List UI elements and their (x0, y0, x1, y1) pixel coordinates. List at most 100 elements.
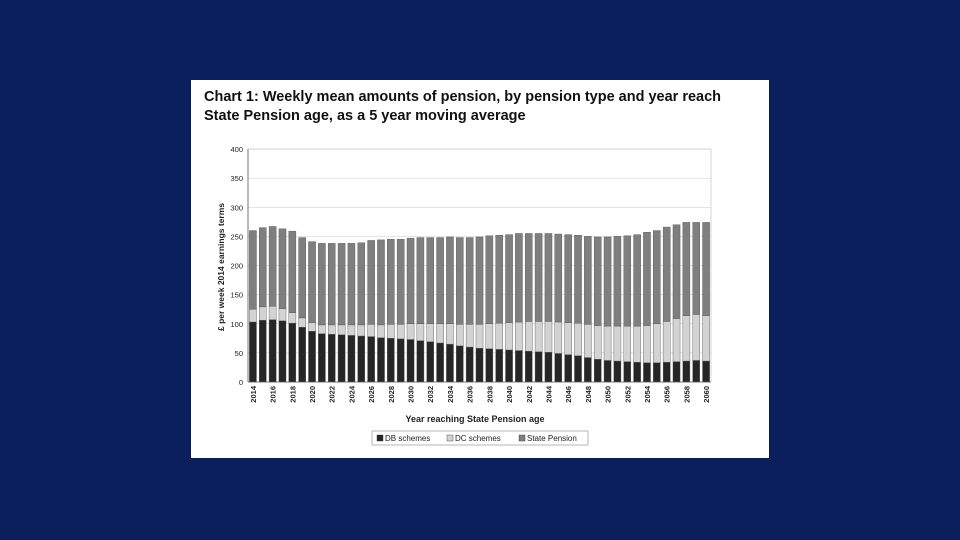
bar-state-pension-2033 (436, 237, 444, 324)
bar-dc-schemes-2054 (643, 325, 651, 363)
x-tick-label: 2016 (269, 386, 278, 403)
bar-dc-schemes-2026 (367, 324, 375, 337)
bar-db-schemes-2015 (259, 320, 267, 383)
bar-state-pension-2038 (485, 235, 494, 324)
x-tick-label: 2024 (347, 385, 356, 403)
x-tick-label: 2036 (466, 386, 475, 403)
bar-db-schemes-2052 (623, 361, 632, 383)
bar-db-schemes-2025 (357, 335, 366, 383)
bar-dc-schemes-2032 (426, 323, 434, 343)
bar-db-schemes-2057 (672, 361, 681, 383)
bar-db-schemes-2014 (249, 321, 257, 383)
bar-state-pension-2043 (534, 233, 543, 322)
x-tick-label: 2030 (407, 386, 416, 403)
y-tick-label: 250 (230, 232, 243, 241)
stacked-bar-chart: 0 50 100 150 200 250 300 350 400 2014 2016 2018 202… (216, 145, 712, 446)
bar-db-schemes-2037 (475, 348, 484, 383)
bar-db-schemes-2020 (308, 331, 316, 383)
bar-dc-schemes-2056 (662, 321, 671, 363)
bar-dc-schemes-2021 (318, 324, 326, 334)
bar-db-schemes-2050 (603, 360, 612, 383)
bar-state-pension-2045 (554, 233, 563, 323)
bar-state-pension-2029 (396, 239, 405, 325)
bar-dc-schemes-2034 (446, 323, 454, 345)
bar-state-pension-2059 (692, 222, 700, 315)
bar-state-pension-2056 (662, 226, 671, 322)
bar-state-pension-2055 (653, 230, 661, 324)
bar-state-pension-2052 (623, 235, 632, 327)
legend-swatch (446, 434, 454, 442)
x-tick-label: 2054 (643, 385, 652, 403)
bar-dc-schemes-2020 (308, 322, 316, 332)
bar-dc-schemes-2059 (692, 314, 700, 361)
bar-state-pension-2027 (377, 239, 385, 326)
bar-dc-schemes-2058 (682, 315, 691, 362)
bar-dc-schemes-2016 (268, 306, 277, 320)
bar-db-schemes-2026 (367, 336, 375, 383)
legend-label: DB schemes (385, 434, 430, 443)
y-tick-label: 300 (230, 203, 243, 212)
bar-db-schemes-2022 (327, 334, 336, 383)
x-tick-label: 2026 (367, 386, 376, 403)
bar-dc-schemes-2057 (672, 318, 681, 362)
bar-state-pension-2031 (416, 237, 425, 324)
bar-db-schemes-2058 (682, 360, 691, 383)
chart-title-line-2: State Pension age, as a 5 year moving av… (204, 108, 526, 124)
legend-label: DC schemes (455, 434, 501, 443)
bar-state-pension-2017 (278, 228, 287, 309)
bar-dc-schemes-2042 (525, 321, 533, 352)
bar-db-schemes-2038 (485, 348, 494, 383)
bar-dc-schemes-2045 (554, 321, 563, 354)
bar-db-schemes-2018 (288, 322, 297, 383)
bar-dc-schemes-2015 (259, 306, 267, 321)
bar-state-pension-2049 (593, 236, 602, 326)
bar-db-schemes-2019 (298, 327, 306, 383)
bar-dc-schemes-2051 (613, 325, 622, 362)
bar-db-schemes-2031 (416, 340, 425, 383)
x-tick-label: 2040 (505, 386, 514, 403)
bar-db-schemes-2032 (426, 341, 434, 383)
bar-dc-schemes-2053 (633, 325, 641, 363)
y-tick-label: 150 (230, 291, 243, 300)
bar-state-pension-2014 (249, 230, 257, 310)
bar-dc-schemes-2025 (357, 324, 366, 337)
bar-db-schemes-2027 (377, 337, 385, 383)
bar-db-schemes-2060 (702, 360, 710, 383)
bar-state-pension-2058 (682, 222, 691, 316)
y-tick-label: 0 (239, 378, 243, 387)
bar-state-pension-2026 (367, 240, 375, 325)
bar-state-pension-2047 (574, 235, 582, 324)
bar-state-pension-2057 (672, 224, 681, 319)
bar-dc-schemes-2023 (337, 324, 346, 336)
bar-state-pension-2019 (298, 237, 306, 319)
x-tick-label: 2042 (525, 386, 534, 403)
bar-db-schemes-2034 (446, 343, 454, 383)
bar-dc-schemes-2019 (298, 317, 306, 328)
bar-dc-schemes-2060 (702, 315, 710, 362)
bar-state-pension-2051 (613, 236, 622, 327)
x-tick-label: 2046 (564, 386, 573, 403)
y-tick-label: 100 (230, 320, 243, 329)
y-tick-label: 200 (230, 262, 243, 271)
bar-state-pension-2035 (456, 237, 464, 325)
bar-db-schemes-2042 (525, 350, 533, 383)
bar-db-schemes-2039 (495, 349, 503, 383)
y-tick-label: 400 (230, 145, 243, 154)
legend-label: State Pension (527, 434, 577, 443)
bar-state-pension-2036 (465, 237, 474, 325)
x-tick-label: 2058 (682, 386, 691, 403)
bar-state-pension-2039 (495, 235, 503, 324)
y-tick-labels: 0 50 100 150 200 250 300 350 400 (230, 145, 243, 387)
bar-state-pension-2025 (357, 242, 366, 326)
bar-dc-schemes-2018 (288, 312, 297, 324)
bar-db-schemes-2016 (268, 319, 277, 383)
bar-dc-schemes-2027 (377, 324, 385, 338)
x-tick-label: 2018 (288, 386, 297, 403)
bar-db-schemes-2021 (318, 333, 326, 383)
x-axis-label: Year reaching State Pension age (405, 414, 544, 424)
bar-dc-schemes-2038 (485, 323, 494, 349)
x-tick-label: 2022 (328, 386, 337, 403)
bar-state-pension-2015 (259, 227, 267, 308)
bars (249, 222, 710, 383)
bar-db-schemes-2055 (653, 362, 661, 383)
